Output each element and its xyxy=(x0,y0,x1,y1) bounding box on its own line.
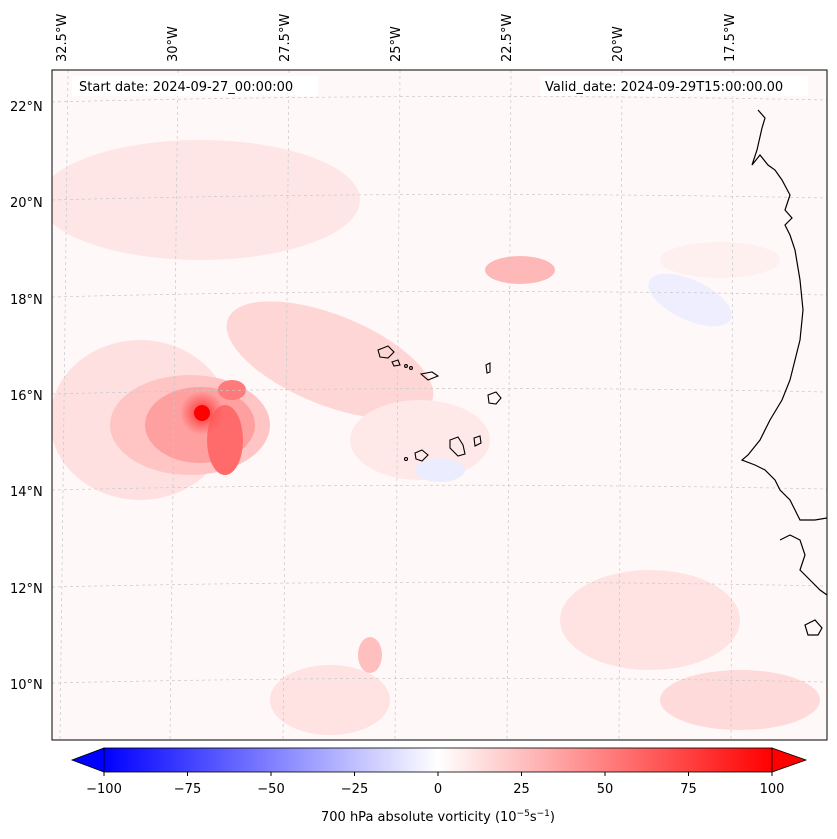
lat-tick: 20°N xyxy=(10,196,43,211)
lat-tick: 22°N xyxy=(10,100,43,115)
lon-tick: 25°W xyxy=(389,26,404,62)
lon-tick: 32.5°W xyxy=(55,14,70,62)
coastline xyxy=(740,109,827,636)
colorbar-ticks xyxy=(103,772,773,776)
colorbar-label-exp1: −5 xyxy=(517,809,530,819)
longitude-tick-labels: 32.5°W 30°W 27.5°W 25°W 22.5°W 20°W 17.5… xyxy=(55,14,738,62)
colorbar-label: 700 hPa absolute vorticity (10−5s−1) xyxy=(321,809,555,825)
colorbar-tick-label: −75 xyxy=(174,782,201,797)
start-date-label: Start date: 2024-09-27_00:00:00 xyxy=(79,80,293,95)
colorbar-tick-label: −25 xyxy=(341,782,368,797)
valid-date-label: Valid_date: 2024-09-29T15:00:00.00 xyxy=(545,80,783,95)
colorbar-label-close: ) xyxy=(550,810,555,825)
lat-tick: 16°N xyxy=(10,389,43,404)
colorbar-tick-label: 0 xyxy=(434,782,442,797)
valid-date-box xyxy=(540,76,808,96)
lon-tick: 27.5°W xyxy=(278,14,293,62)
gridlines xyxy=(52,70,827,740)
colorbar: −100 −75 −50 −25 0 25 50 75 100 700 hPa … xyxy=(70,747,808,825)
lon-tick: 17.5°W xyxy=(723,14,738,62)
lat-tick: 10°N xyxy=(10,678,43,693)
lat-tick: 18°N xyxy=(10,293,43,308)
colorbar-tick-label: 75 xyxy=(680,782,697,797)
lon-tick: 30°W xyxy=(166,26,181,62)
colorbar-tick-label: 25 xyxy=(513,782,530,797)
lon-tick: 22.5°W xyxy=(500,14,515,62)
latitude-tick-labels: 22°N 20°N 18°N 16°N 14°N 12°N 10°N xyxy=(10,100,43,693)
start-date-box xyxy=(72,76,318,96)
vorticity-field xyxy=(52,140,820,735)
colorbar-tick-label: −100 xyxy=(86,782,122,797)
colorbar-tick-label: 100 xyxy=(760,782,785,797)
lat-tick: 12°N xyxy=(10,582,43,597)
map-frame xyxy=(51,69,828,741)
colorbar-tick-label: 50 xyxy=(597,782,614,797)
lon-tick: 20°W xyxy=(611,26,626,62)
colorbar-label-mid: s xyxy=(530,810,537,825)
colorbar-min-extend xyxy=(70,747,105,773)
cape-verde-islands xyxy=(377,345,502,462)
lat-tick: 14°N xyxy=(10,485,43,500)
colorbar-label-main: 700 hPa absolute vorticity (10 xyxy=(321,810,517,825)
colorbar-label-exp2: −1 xyxy=(537,809,550,819)
colorbar-gradient xyxy=(103,747,773,773)
colorbar-max-extend xyxy=(771,747,808,773)
colorbar-tick-label: −50 xyxy=(257,782,284,797)
